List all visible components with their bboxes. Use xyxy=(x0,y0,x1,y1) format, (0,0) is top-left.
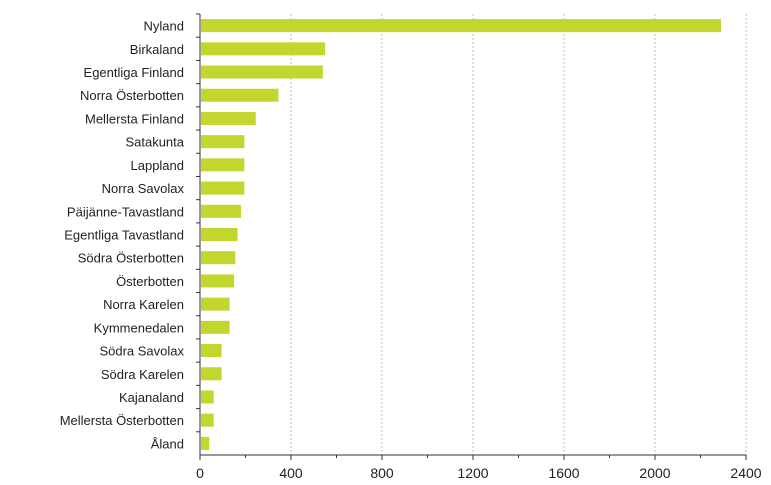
bar xyxy=(201,181,245,195)
x-tick-label: 0 xyxy=(196,465,204,481)
category-label: Södra Karelen xyxy=(101,367,184,382)
category-label: Åland xyxy=(151,436,184,451)
category-label: Kymmenedalen xyxy=(94,320,184,335)
category-label: Päijänne-Tavastland xyxy=(67,204,184,219)
x-tick-labels: 0 400 800 1200 1600 2000 2400 xyxy=(196,465,762,481)
category-label: Lappland xyxy=(131,158,185,173)
bar xyxy=(201,436,210,450)
category-label: Birkaland xyxy=(130,42,184,57)
x-tick-label: 2400 xyxy=(730,465,761,481)
category-label: Norra Savolax xyxy=(102,181,185,196)
bar xyxy=(201,413,214,427)
category-label: Kajanaland xyxy=(119,390,184,405)
bar xyxy=(201,65,323,79)
category-label: Mellersta Österbotten xyxy=(60,413,184,428)
bar xyxy=(201,111,256,125)
category-label: Egentliga Tavastland xyxy=(64,228,184,243)
bars xyxy=(201,19,721,450)
category-label: Norra Karelen xyxy=(103,297,184,312)
gridlines xyxy=(290,14,747,455)
bar xyxy=(201,251,236,265)
category-label: Österbotten xyxy=(116,274,184,289)
category-label: Satakunta xyxy=(125,135,184,150)
x-tick-label: 1600 xyxy=(548,465,579,481)
category-label: Mellersta Finland xyxy=(85,111,184,126)
x-tick-label: 800 xyxy=(370,465,394,481)
bar xyxy=(201,19,721,33)
bar xyxy=(201,274,235,288)
x-tick-label: 1200 xyxy=(457,465,488,481)
axes xyxy=(196,13,747,460)
bar xyxy=(201,228,238,241)
bar xyxy=(201,297,230,311)
category-label: Egentliga Finland xyxy=(84,65,184,80)
x-tick-label: 2000 xyxy=(639,465,670,481)
category-labels: Nyland Birkaland Egentliga Finland Norra Ös… xyxy=(60,19,185,452)
bar xyxy=(201,42,326,56)
bar xyxy=(201,390,214,404)
category-label: Nyland xyxy=(144,19,184,34)
category-label: Södra Österbotten xyxy=(78,251,184,266)
bar xyxy=(201,88,279,102)
bar xyxy=(201,204,241,218)
bar xyxy=(201,344,222,358)
x-tick-label: 400 xyxy=(279,465,303,481)
category-label: Södra Savolax xyxy=(99,344,184,359)
category-label: Norra Österbotten xyxy=(80,88,184,103)
bar xyxy=(201,158,245,172)
bar xyxy=(201,320,230,334)
bar xyxy=(201,367,222,381)
bar xyxy=(201,135,245,149)
